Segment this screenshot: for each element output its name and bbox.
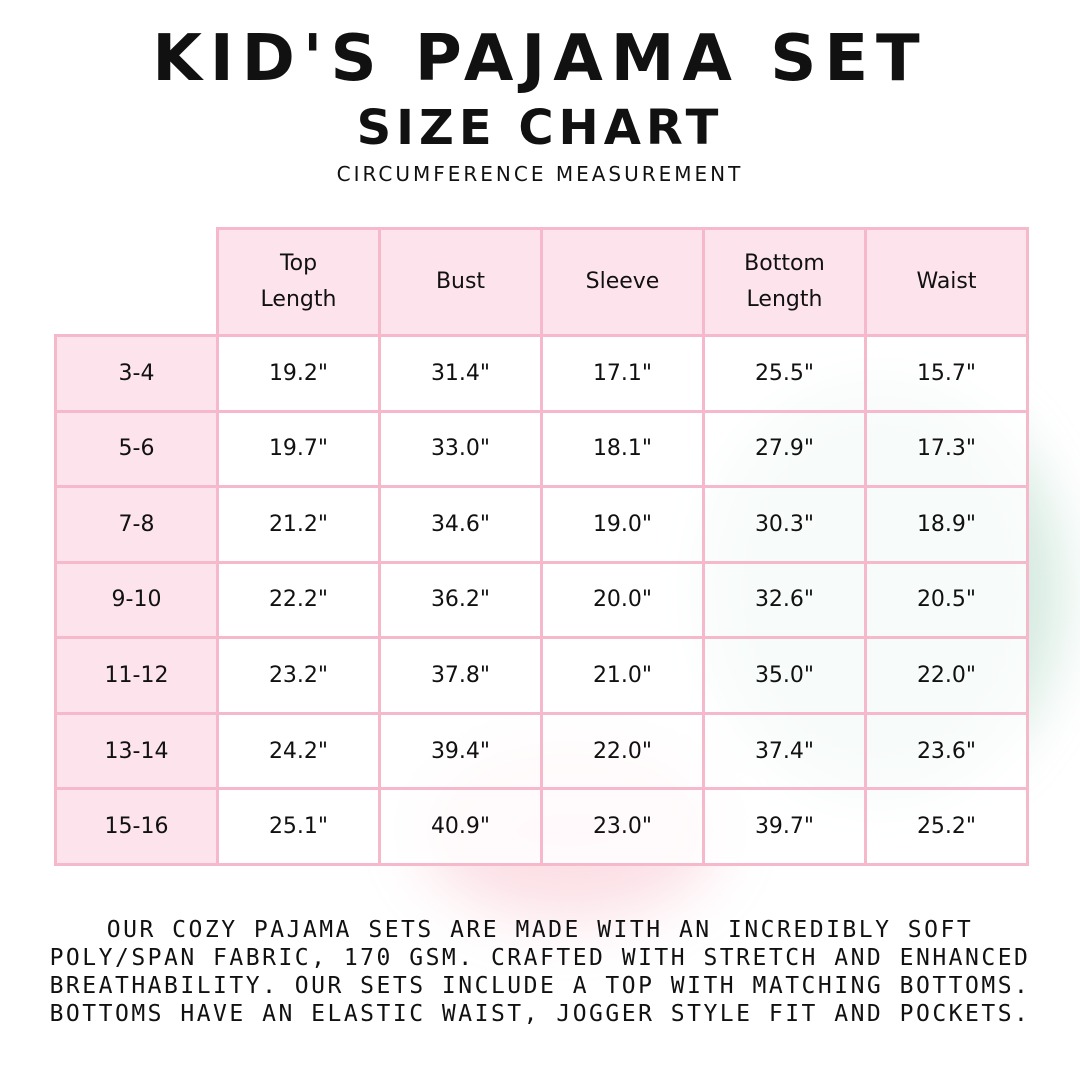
measurement-cell: 37.8" (378, 636, 543, 715)
measurement-cell: 23.0" (540, 787, 705, 866)
column-header: Bust (378, 227, 543, 337)
measurement-cell: 24.2" (216, 711, 381, 791)
measurement-cell: 21.0" (540, 636, 705, 715)
description-line: breathability. Our sets include a top wi… (49, 973, 1031, 999)
measurement-cell: 18.9" (864, 485, 1029, 564)
size-label: 3-4 (54, 334, 219, 413)
measurement-note: CIRCUMFERENCE MEASUREMENT (336, 162, 744, 186)
measurement-cell: 25.1" (216, 787, 381, 866)
size-label: 11-12 (54, 636, 219, 715)
measurement-cell: 20.0" (540, 560, 705, 640)
measurement-cell: 21.2" (216, 485, 381, 564)
measurement-cell: 19.0" (540, 485, 705, 564)
measurement-cell: 40.9" (378, 787, 543, 866)
measurement-cell: 37.4" (702, 711, 867, 791)
measurement-cell: 27.9" (702, 409, 867, 489)
measurement-cell: 18.1" (540, 409, 705, 489)
description-line: poly/span fabric, 170 GSM. Crafted with … (49, 945, 1031, 971)
measurement-cell: 35.0" (702, 636, 867, 715)
measurement-cell: 17.1" (540, 334, 705, 413)
measurement-cell: 25.5" (702, 334, 867, 413)
measurement-cell: 23.2" (216, 636, 381, 715)
column-header: Sleeve (540, 227, 705, 337)
measurement-cell: 19.7" (216, 409, 381, 489)
measurement-cell: 15.7" (864, 334, 1029, 413)
size-label: 7-8 (54, 485, 219, 564)
page-title: KID'S PAJAMA SET (152, 22, 928, 96)
description-line: Our cozy pajama sets are made with an in… (106, 917, 974, 943)
measurement-cell: 25.2" (864, 787, 1029, 866)
measurement-cell: 20.5" (864, 560, 1029, 640)
size-label: 13-14 (54, 711, 219, 791)
measurement-cell: 36.2" (378, 560, 543, 640)
column-header: Waist (864, 227, 1029, 337)
measurement-cell: 23.6" (864, 711, 1029, 791)
measurement-cell: 17.3" (864, 409, 1029, 489)
description-line: Bottoms have an elastic waist, jogger st… (49, 1001, 1031, 1027)
measurement-cell: 39.7" (702, 787, 867, 866)
measurement-cell: 34.6" (378, 485, 543, 564)
column-header: Top Length (216, 227, 381, 337)
measurement-cell: 22.2" (216, 560, 381, 640)
size-table: Top Length Bust Sleeve Bottom Length Waist 3-… (54, 227, 1029, 866)
measurement-cell: 19.2" (216, 334, 381, 413)
size-label: 5-6 (54, 409, 219, 489)
measurement-cell: 32.6" (702, 560, 867, 640)
measurement-cell: 22.0" (540, 711, 705, 791)
measurement-cell: 22.0" (864, 636, 1029, 715)
measurement-cell: 30.3" (702, 485, 867, 564)
size-label: 9-10 (54, 560, 219, 640)
measurement-cell: 39.4" (378, 711, 543, 791)
measurement-cell: 31.4" (378, 334, 543, 413)
product-description: Our cozy pajama sets are made with an in… (0, 916, 1080, 1028)
page-subtitle: SIZE CHART (356, 100, 724, 156)
size-label: 15-16 (54, 787, 219, 866)
measurement-cell: 33.0" (378, 409, 543, 489)
column-header: Bottom Length (702, 227, 867, 337)
